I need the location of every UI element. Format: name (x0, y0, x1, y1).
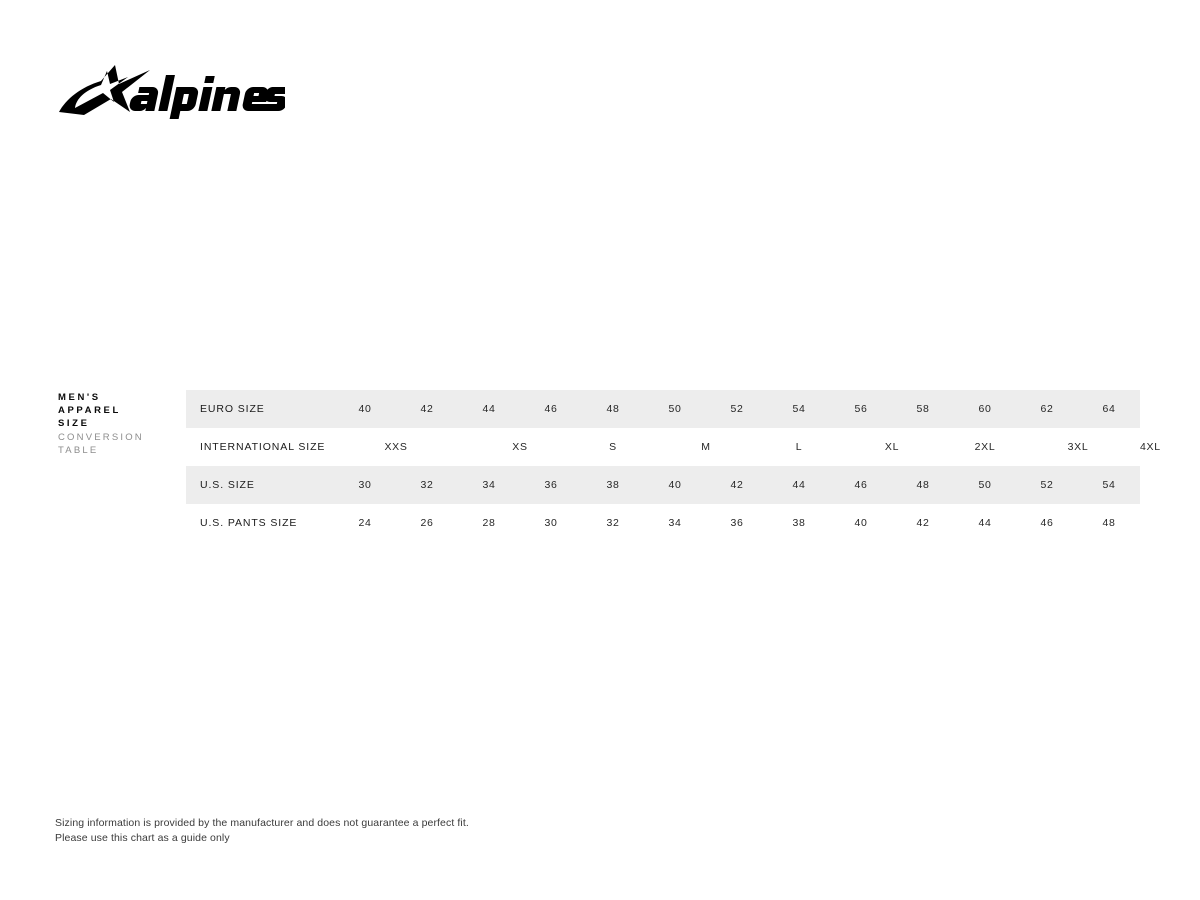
table-cell: 2XL (974, 441, 996, 453)
page-title-line-2: APPAREL (58, 405, 121, 417)
table-cell: 46 (1040, 517, 1054, 529)
table-cell: 56 (854, 403, 868, 415)
table-cell: 42 (916, 517, 930, 529)
table-cell: 58 (916, 403, 930, 415)
table-cell: 30 (358, 479, 372, 491)
table-row: EURO SIZE 40 42 44 46 48 50 52 54 56 58 60 62 64 (186, 390, 1140, 428)
table-cell: 42 (730, 479, 744, 491)
table-cell: 26 (420, 517, 434, 529)
table-cell: 40 (358, 403, 372, 415)
row-label: U.S. PANTS SIZE (200, 517, 298, 529)
table-cell: L (795, 441, 803, 453)
table-cell: XXS (384, 441, 408, 453)
table-cell: 38 (792, 517, 806, 529)
table-cell: 54 (792, 403, 806, 415)
table-cell: 52 (730, 403, 744, 415)
size-table-body: EURO SIZE 40 42 44 46 48 50 52 54 56 58 60 62 64 INTER… (186, 390, 1160, 542)
table-cell: 24 (358, 517, 372, 529)
table-cell: 3XL (1067, 441, 1089, 453)
table-cell: 34 (482, 479, 496, 491)
alpinestars-logo (55, 55, 285, 127)
table-cell: 44 (792, 479, 806, 491)
table-cell: 36 (544, 479, 558, 491)
table-cell: 34 (668, 517, 682, 529)
table-cell: 62 (1040, 403, 1054, 415)
table-cell: 46 (544, 403, 558, 415)
table-cell: 38 (606, 479, 620, 491)
table-row: INTERNATIONAL SIZE XXS XS S M L XL 2XL 3XL 4XL (186, 428, 1160, 466)
size-conversion-table: EURO SIZE 40 42 44 46 48 50 52 54 56 58 60 62 64 INTER… (186, 390, 1160, 542)
page-title-line-3: SIZE (58, 418, 90, 430)
table-row: U.S. SIZE 30 32 34 36 38 40 42 44 46 48 50 52 54 (186, 466, 1140, 504)
row-label: INTERNATIONAL SIZE (200, 441, 326, 453)
table-cell: 32 (420, 479, 434, 491)
row-label: EURO SIZE (200, 403, 265, 415)
table-cell: S (609, 441, 617, 453)
table-cell: 48 (1102, 517, 1116, 529)
table-row: U.S. PANTS SIZE 24 26 28 30 32 34 36 38 40 42 44 46 4… (186, 504, 1140, 542)
table-cell: 44 (482, 403, 496, 415)
table-cell: 40 (668, 479, 682, 491)
page-subtitle-line-2: TABLE (58, 444, 99, 456)
table-cell: 32 (606, 517, 620, 529)
footer-line-1: Sizing information is provided by the ma… (55, 817, 469, 829)
table-cell: 60 (978, 403, 992, 415)
table-cell: XL (884, 441, 900, 453)
table-cell: M (701, 441, 711, 453)
table-cell: 54 (1102, 479, 1116, 491)
footer-disclaimer: Sizing information is provided by the ma… (55, 816, 675, 846)
table-cell: 48 (916, 479, 930, 491)
table-cell: 64 (1102, 403, 1116, 415)
table-cell: 44 (978, 517, 992, 529)
table-cell: 42 (420, 403, 434, 415)
table-cell: 30 (544, 517, 558, 529)
table-cell: 46 (854, 479, 868, 491)
footer-line-2: Please use this chart as a guide only (55, 832, 230, 844)
page-title-line-1: MEN'S (58, 392, 101, 403)
chart-title-block: MEN'S APPAREL SIZE CONVERSION TABLE (58, 391, 178, 457)
table-cell: 48 (606, 403, 620, 415)
table-cell: 40 (854, 517, 868, 529)
row-label: U.S. SIZE (200, 479, 255, 491)
table-cell: 28 (482, 517, 496, 529)
table-cell: 36 (730, 517, 744, 529)
table-cell: XS (512, 441, 528, 453)
table-cell: 52 (1040, 479, 1054, 491)
table-cell: 50 (668, 403, 682, 415)
table-cell: 50 (978, 479, 992, 491)
page-subtitle-line-1: CONVERSION (58, 431, 144, 443)
